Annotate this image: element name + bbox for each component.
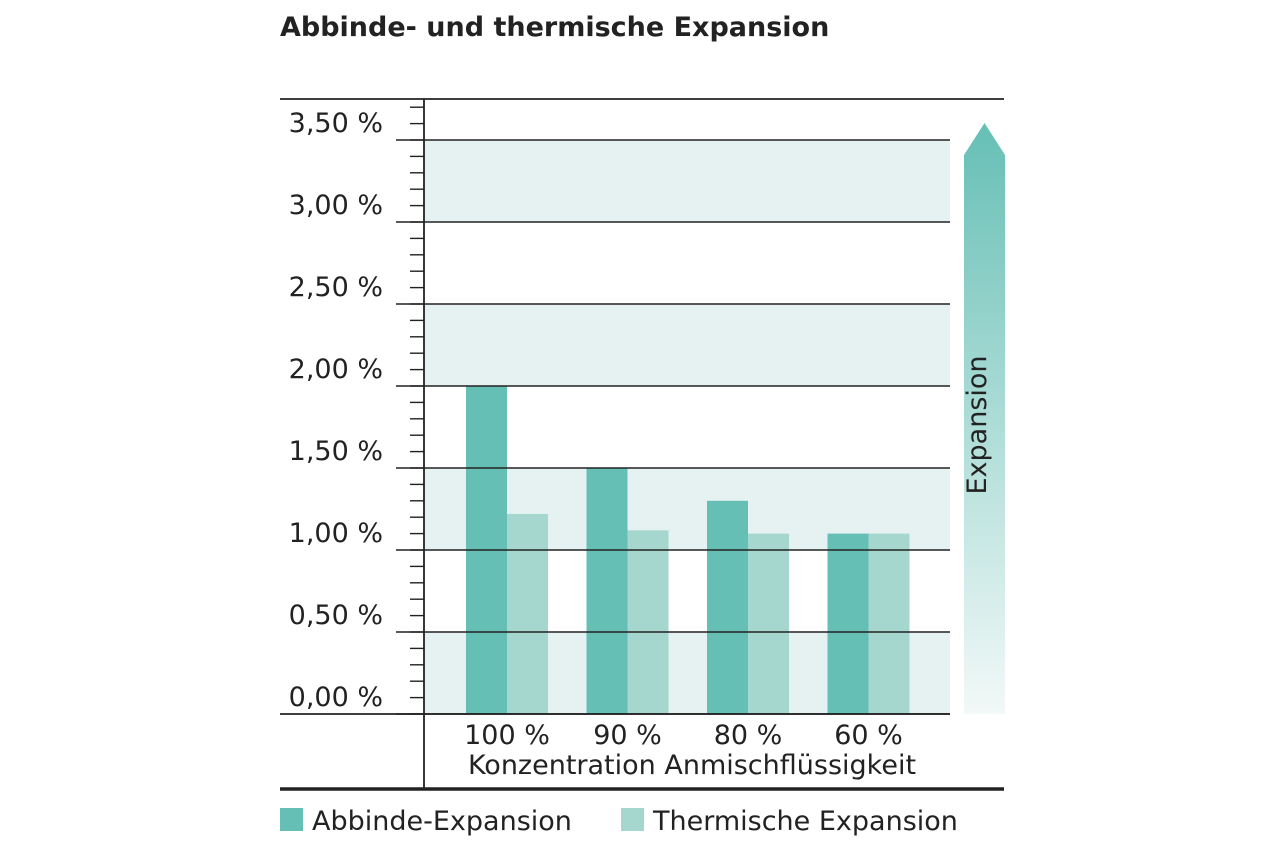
x-category-label-1: 90 % bbox=[593, 720, 662, 751]
y-tick-label-4: 2,00 % bbox=[289, 354, 383, 385]
bar-abbinde-3 bbox=[827, 533, 869, 714]
y-tick-label-6: 3,00 % bbox=[289, 190, 383, 221]
bar-thermisch-1 bbox=[627, 530, 669, 714]
arrow-shape bbox=[964, 123, 1005, 714]
y-tick-label-2: 1,00 % bbox=[289, 518, 383, 549]
legend: Abbinde-Expansion Thermische Expansion bbox=[280, 806, 958, 837]
y-tick-label-7: 3,50 % bbox=[289, 108, 383, 139]
x-axis-title: Konzentration Anmischflüssigkeit bbox=[468, 750, 916, 781]
band-6 bbox=[424, 140, 950, 222]
band-4 bbox=[424, 304, 950, 386]
bar-thermisch-0 bbox=[507, 513, 548, 714]
x-category-label-2: 80 % bbox=[714, 720, 783, 751]
arrow-label: Expansion bbox=[962, 355, 993, 494]
legend-swatch-0 bbox=[280, 808, 303, 831]
bar-abbinde-2 bbox=[707, 500, 748, 714]
legend-swatch-1 bbox=[621, 808, 644, 831]
bar-thermisch-3 bbox=[868, 533, 910, 714]
y-tick-label-5: 2,50 % bbox=[289, 272, 383, 303]
expansion-arrow: Expansion bbox=[962, 123, 1005, 714]
legend-label-0: Abbinde-Expansion bbox=[312, 806, 572, 837]
bar-abbinde-1 bbox=[586, 468, 628, 714]
y-tick-label-0: 0,00 % bbox=[289, 682, 383, 713]
x-category-label-0: 100 % bbox=[464, 720, 550, 751]
y-tick-labels: 0,00 % 0,50 % 1,00 % 1,50 % 2,00 % 2,50 % 3,00… bbox=[289, 108, 383, 713]
x-category-label-3: 60 % bbox=[834, 720, 903, 751]
bar-thermisch-2 bbox=[748, 533, 789, 714]
y-tick-label-1: 0,50 % bbox=[289, 600, 383, 631]
chart-title: Abbinde- und thermische Expansion bbox=[280, 12, 829, 43]
x-category-labels: 100 % 90 % 80 % 60 % bbox=[464, 720, 903, 751]
axes bbox=[280, 98, 1004, 791]
y-tick-label-3: 1,50 % bbox=[289, 436, 383, 467]
legend-label-1: Thermische Expansion bbox=[652, 806, 958, 837]
